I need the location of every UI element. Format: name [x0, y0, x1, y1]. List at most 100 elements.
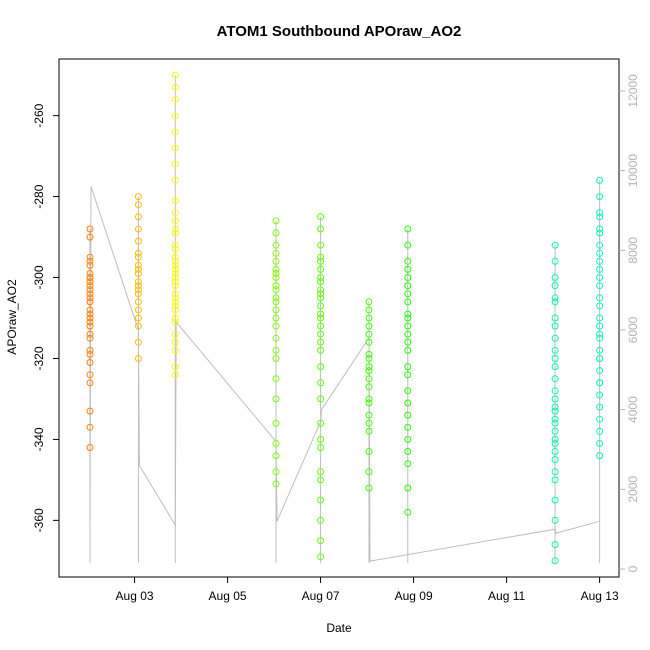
- x-tick-label: Aug 07: [302, 589, 340, 603]
- data-point: [272, 355, 280, 362]
- y2-tick-label: 6000: [626, 316, 640, 343]
- data-point: [317, 346, 325, 354]
- data-point: [551, 407, 559, 415]
- data-points: [86, 71, 604, 565]
- data-point: [171, 270, 179, 277]
- data-point: [317, 213, 325, 221]
- data-point: [551, 557, 559, 565]
- data-point: [171, 245, 179, 253]
- data-point: [171, 306, 179, 314]
- y-tick-label: -300: [32, 265, 46, 289]
- data-point: [317, 419, 325, 427]
- data-point: [171, 253, 179, 261]
- data-point: [86, 253, 94, 261]
- data-point: [86, 314, 94, 322]
- data-point: [551, 516, 559, 524]
- data-point: [86, 306, 94, 314]
- data-point: [317, 257, 325, 265]
- data-point: [551, 322, 559, 330]
- data-point: [134, 355, 142, 362]
- data-point: [596, 294, 604, 302]
- data-point: [551, 346, 559, 354]
- data-point: [551, 314, 559, 322]
- data-point: [134, 213, 142, 221]
- y2-tick-label: 8000: [626, 237, 640, 264]
- data-point: [596, 403, 604, 411]
- data-point: [171, 112, 179, 120]
- data-point: [171, 265, 179, 273]
- data-point: [134, 201, 142, 209]
- data-point: [365, 330, 373, 338]
- data-point: [404, 508, 412, 516]
- data-point: [551, 241, 559, 249]
- x-axis-label: Date: [326, 621, 352, 635]
- data-point: [134, 286, 142, 294]
- data-point: [365, 411, 373, 419]
- data-point: [272, 314, 280, 322]
- data-point: [404, 371, 412, 379]
- data-point: [272, 375, 280, 383]
- data-point: [596, 391, 604, 399]
- data-point: [365, 383, 373, 391]
- data-point: [551, 395, 559, 403]
- data-point: [365, 399, 373, 407]
- y2-tick-label: 10000: [626, 154, 640, 188]
- data-point: [272, 294, 280, 302]
- data-point: [134, 306, 142, 314]
- data-point: [404, 298, 412, 306]
- data-point: [272, 265, 280, 273]
- data-point: [86, 330, 94, 338]
- y-axis-left: -260 -280 -300 -320 -340 -360: [32, 103, 59, 532]
- data-point: [551, 334, 559, 342]
- data-point: [404, 435, 412, 443]
- data-point: [551, 435, 559, 443]
- data-point: [404, 314, 412, 322]
- data-point: [365, 419, 373, 427]
- data-point: [171, 229, 179, 237]
- data-point: [86, 407, 94, 415]
- data-point: [365, 363, 373, 371]
- data-point: [171, 282, 179, 290]
- data-point: [365, 322, 373, 330]
- data-point: [86, 371, 94, 379]
- data-point: [272, 306, 280, 314]
- x-tick-label: Aug 13: [581, 589, 619, 603]
- data-point: [134, 298, 142, 306]
- data-point: [86, 290, 94, 298]
- data-point: [171, 71, 179, 79]
- data-point: [404, 423, 412, 431]
- data-point: [551, 440, 559, 447]
- data-point: [134, 249, 142, 257]
- x-tick-label: Aug 09: [395, 589, 433, 603]
- data-point: [317, 379, 325, 387]
- data-point: [551, 294, 559, 302]
- data-point: [272, 217, 280, 225]
- grey-line-series: [89, 75, 601, 564]
- data-point: [365, 367, 373, 375]
- data-point: [404, 460, 412, 468]
- data-point: [171, 144, 179, 152]
- data-point: [317, 338, 325, 346]
- data-point: [317, 302, 325, 310]
- data-point: [171, 298, 179, 306]
- data-point: [317, 286, 325, 294]
- data-point: [596, 322, 604, 330]
- data-point: [551, 415, 559, 423]
- data-point: [404, 399, 412, 407]
- data-point: [272, 274, 280, 281]
- data-point: [596, 346, 604, 354]
- data-point: [317, 278, 325, 286]
- data-point: [317, 274, 325, 281]
- data-point: [86, 359, 94, 366]
- data-point: [272, 419, 280, 427]
- data-point: [404, 310, 412, 318]
- data-point: [171, 160, 179, 168]
- data-point: [365, 468, 373, 476]
- data-point: [272, 229, 280, 237]
- data-point: [171, 241, 179, 249]
- data-point: [134, 314, 142, 322]
- y-tick-label: -280: [32, 184, 46, 208]
- data-point: [317, 294, 325, 302]
- data-point: [317, 496, 325, 504]
- data-point: [596, 176, 604, 184]
